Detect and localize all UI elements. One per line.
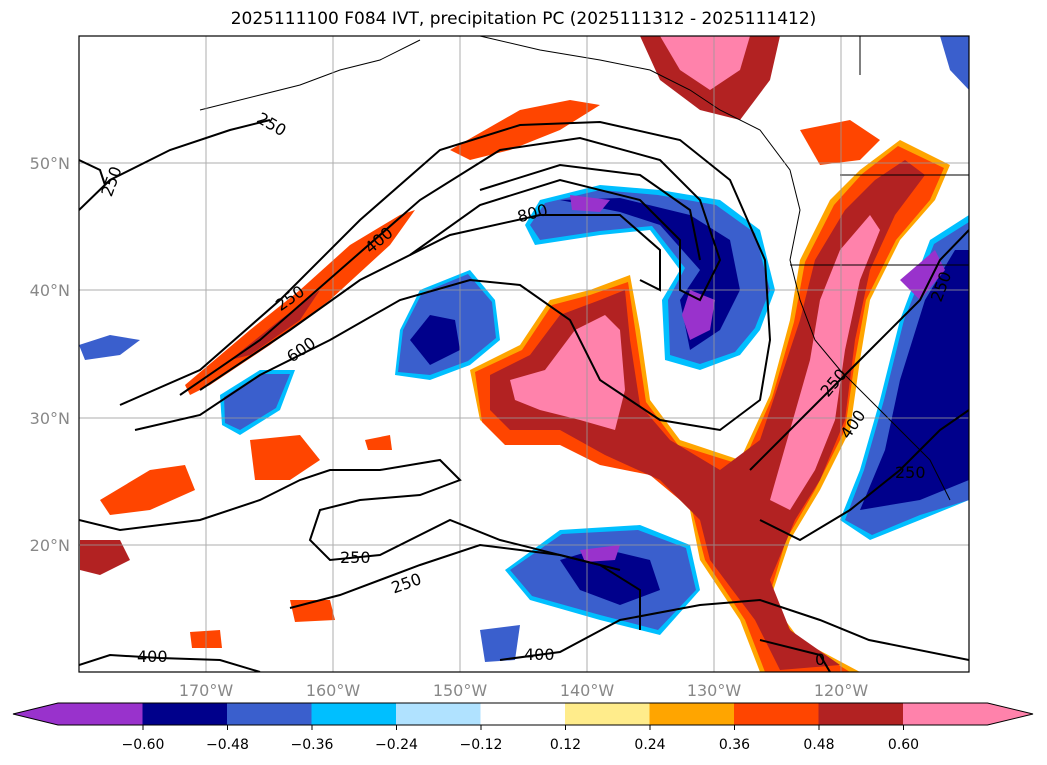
contour-label: 250 bbox=[895, 463, 926, 482]
coastlines bbox=[199, 36, 969, 501]
colorbar-tick-label: 0.48 bbox=[803, 737, 834, 753]
lat-tick: 20°N bbox=[30, 536, 70, 555]
colorbar-tick-label: −0.36 bbox=[291, 737, 334, 753]
colorbar-segment bbox=[649, 703, 735, 725]
colorbar-segment bbox=[311, 703, 397, 725]
positive-anomaly-fill bbox=[80, 36, 950, 672]
colorbar-tick-label: −0.48 bbox=[206, 737, 249, 753]
contour-label: 250 bbox=[340, 548, 371, 567]
lon-tick: 150°W bbox=[433, 681, 488, 700]
map-area: 250 250 250 400 250 600 800 250 400 250 … bbox=[79, 36, 969, 672]
lon-tick-labels: 170°W 160°W 150°W 140°W 130°W 120°W bbox=[179, 681, 869, 700]
lat-tick: 30°N bbox=[30, 409, 70, 428]
lon-tick: 160°W bbox=[306, 681, 361, 700]
colorbar-segment bbox=[58, 703, 143, 725]
chart-title: 2025111100 F084 IVT, precipitation PC (2… bbox=[230, 9, 817, 29]
colorbar-tick-label: −0.24 bbox=[375, 737, 418, 753]
colorbar-segment bbox=[480, 703, 566, 725]
lon-tick: 170°W bbox=[179, 681, 234, 700]
colorbar-tick-label: −0.60 bbox=[122, 737, 165, 753]
colorbar-segment bbox=[818, 703, 904, 725]
lat-tick: 50°N bbox=[30, 154, 70, 173]
lon-tick: 140°W bbox=[560, 681, 615, 700]
colorbar: −0.60 −0.48 −0.36 −0.24 −0.12 0.12 0.24 0.36 0.4… bbox=[12, 702, 1034, 753]
lon-tick: 120°W bbox=[814, 681, 869, 700]
colorbar-segment bbox=[142, 703, 228, 725]
colorbar-segment bbox=[227, 703, 312, 725]
lat-tick: 40°N bbox=[30, 281, 70, 300]
colorbar-tick-label: 0.24 bbox=[634, 737, 665, 753]
colorbar-tick-label: −0.12 bbox=[460, 737, 503, 753]
lon-tick: 130°W bbox=[687, 681, 742, 700]
colorbar-outline bbox=[12, 702, 1034, 726]
contour-label: 400 bbox=[524, 645, 555, 664]
graticule bbox=[79, 36, 969, 672]
map-frame bbox=[78, 35, 970, 673]
colorbar-tick-label: 0.60 bbox=[888, 737, 919, 753]
colorbar-extend-low bbox=[13, 703, 58, 725]
ivt-contours bbox=[79, 119, 969, 672]
colorbar-segment bbox=[565, 703, 650, 725]
colorbar-segment bbox=[734, 703, 819, 725]
lat-tick-labels: 50°N 40°N 30°N 20°N bbox=[30, 154, 70, 555]
colorbar-tick-label: 0.12 bbox=[550, 737, 581, 753]
colorbar-tick-label: 0.36 bbox=[719, 737, 750, 753]
colorbar-segment bbox=[396, 703, 481, 725]
contour-label: 0 bbox=[815, 650, 825, 669]
contour-label: 400 bbox=[137, 647, 168, 666]
colorbar-extend-high bbox=[903, 703, 1033, 725]
